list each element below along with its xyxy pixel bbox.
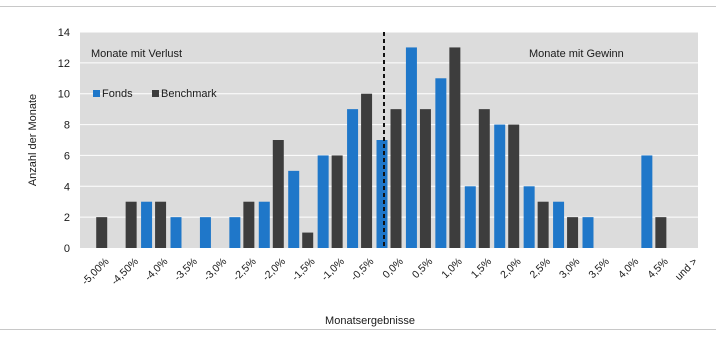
y-tick-label: 12	[58, 58, 70, 70]
y-tick-label: 2	[64, 212, 70, 224]
bar-benchmark	[361, 93, 373, 248]
x-axis-label: Monatsergebnisse	[325, 315, 415, 327]
y-tick-label: 0	[64, 243, 70, 255]
bar-fonds	[229, 217, 241, 248]
bar-benchmark	[537, 201, 549, 248]
bar-fonds	[435, 78, 447, 249]
x-tick-label: -3,5%	[172, 256, 200, 284]
y-axis-label: Anzahl der Monate	[27, 94, 39, 186]
bottom-rule	[0, 329, 716, 330]
bar-benchmark	[96, 217, 108, 248]
x-tick-label: 0,5%	[410, 256, 435, 281]
x-tick-label: -2,0%	[260, 256, 288, 284]
x-tick-label: -1,0%	[319, 256, 347, 284]
x-tick-label: 3,5%	[586, 256, 611, 281]
gridlines	[80, 31, 698, 218]
bar-fonds	[523, 186, 535, 248]
x-tick-labels: -5,00%-4,50% -4,0% -3,5% -3,0% -2,5% -2,0% -1,…	[80, 256, 701, 288]
y-tick-label: 6	[64, 150, 70, 162]
x-tick-label: 4,0%	[616, 256, 641, 281]
x-tick-label: -3,0%	[201, 256, 229, 284]
bar-fonds	[376, 140, 388, 248]
x-tick-label: 1,0%	[439, 256, 464, 281]
x-tick-label: 2,0%	[498, 256, 523, 281]
bar-benchmark	[478, 109, 490, 249]
annotation-gain: Monate mit Gewinn	[529, 48, 624, 60]
x-tick-label: -4,50%	[109, 256, 141, 288]
top-rule	[0, 6, 716, 7]
legend-swatch-benchmark	[152, 90, 159, 97]
y-tick-label: 8	[64, 120, 70, 132]
x-tick-label: -0,5%	[349, 256, 377, 284]
bar-fonds	[347, 109, 359, 249]
x-tick-label: -4,0%	[143, 256, 171, 284]
bar-benchmark	[390, 109, 402, 249]
bar-fonds	[494, 124, 506, 248]
bar-benchmark	[567, 217, 579, 248]
legend-label-fonds: Fonds	[102, 88, 133, 100]
y-tick-label: 4	[64, 181, 70, 193]
bar-benchmark	[272, 140, 284, 248]
y-tick-label: 14	[58, 27, 70, 39]
bar-benchmark	[508, 124, 520, 248]
bar-benchmark	[449, 47, 461, 248]
x-tick-label: 4,5%	[645, 256, 670, 281]
bars	[96, 47, 667, 249]
bar-fonds	[199, 217, 211, 248]
bar-fonds	[553, 201, 565, 248]
x-tick-label: 2,5%	[528, 256, 553, 281]
bar-benchmark	[302, 232, 314, 248]
bar-fonds	[464, 186, 476, 248]
y-tick-label: 10	[58, 89, 70, 101]
bar-benchmark	[155, 201, 167, 248]
bar-fonds	[141, 201, 153, 248]
bar-fonds	[582, 217, 594, 248]
annotation-loss: Monate mit Verlust	[91, 48, 182, 60]
plot-area	[80, 32, 698, 248]
legend-label-benchmark: Benchmark	[161, 88, 217, 100]
bar-fonds	[317, 155, 329, 248]
y-tick-labels: 0 2 4 6 8 10 12 14	[58, 27, 70, 255]
bar-fonds	[170, 217, 182, 248]
x-tick-label: 1,5%	[469, 256, 494, 281]
bar-benchmark	[419, 109, 431, 249]
x-tick-label: -1,5%	[290, 256, 318, 284]
bar-benchmark	[125, 201, 137, 248]
bar-benchmark	[655, 217, 667, 248]
x-tick-label: -2,5%	[231, 256, 259, 284]
bar-fonds	[405, 47, 417, 248]
x-tick-label: 0,0%	[380, 256, 405, 281]
bar-benchmark	[331, 155, 343, 248]
x-tick-label: 3,0%	[557, 256, 582, 281]
legend: Fonds Benchmark	[93, 88, 217, 100]
bar-fonds	[288, 170, 300, 248]
legend-swatch-fonds	[93, 90, 100, 97]
x-tick-label: und >	[673, 256, 700, 283]
bar-fonds	[641, 155, 653, 248]
x-tick-label: -5,00%	[80, 256, 112, 288]
bar-benchmark	[243, 201, 255, 248]
bar-fonds	[258, 201, 270, 248]
